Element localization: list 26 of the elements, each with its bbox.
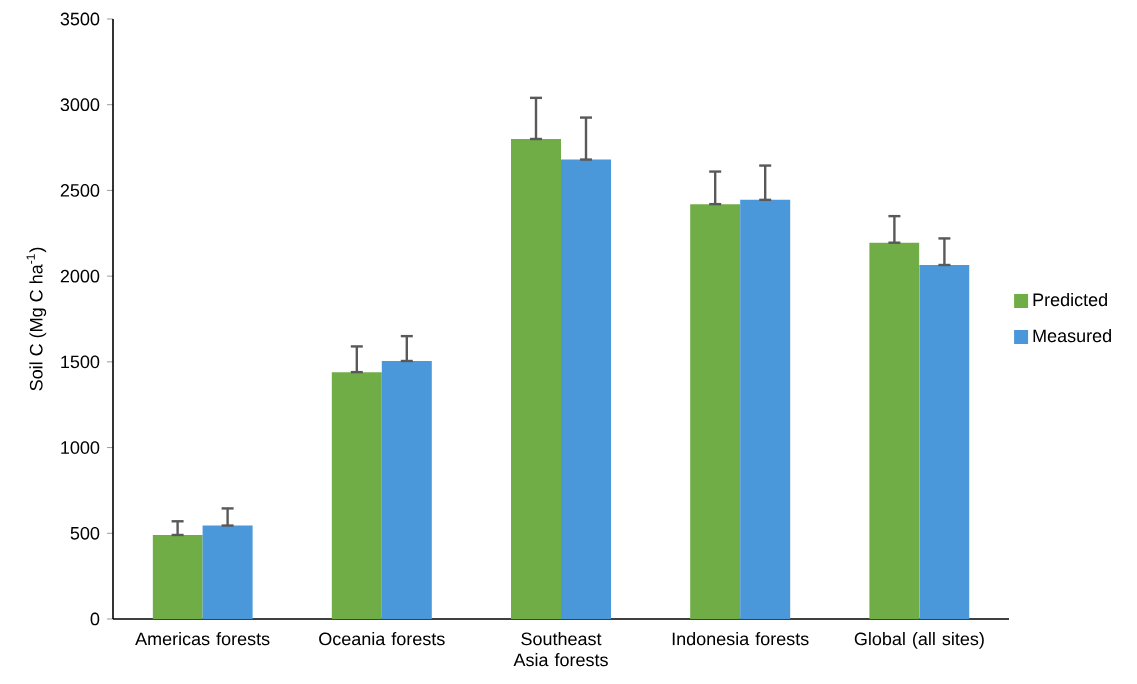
legend-label: Measured [1033,328,1111,343]
y-tick-label: 3500 [60,12,100,26]
bar [919,264,970,619]
bar [381,360,432,619]
y-tick-label: 1000 [61,441,100,454]
bar [511,138,561,619]
bar [740,199,791,619]
bar [202,525,253,619]
y-tick-label: 2000 [60,269,100,283]
bar [869,242,920,619]
x-tick-label: Oceania forests [319,632,445,646]
bar [561,159,611,619]
legend-label: Predicted [1033,292,1107,307]
y-tick-label: 0 [90,612,100,626]
x-tick-label: Global (all sites) [854,632,984,649]
y-tick-label: 2500 [60,184,100,197]
x-tick-label: Americas forests [135,632,270,646]
x-tick-label: Indonesia forests [672,632,809,646]
x-tick-label: Southeast Asia forests [513,632,608,667]
bar [331,372,382,619]
y-tick-label: 500 [70,526,100,540]
y-tick-label: 1500 [61,355,100,369]
bar [690,204,741,619]
y-axis-title: Soil C (Mg C ha$^{-1}$) [26,247,47,391]
y-tick-label: 3000 [60,98,100,112]
bar [152,534,203,619]
